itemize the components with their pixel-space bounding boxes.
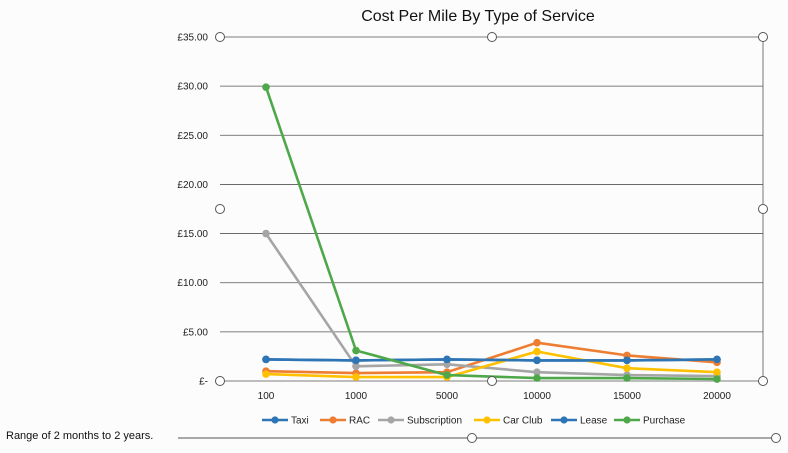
legend-marker xyxy=(387,416,395,424)
data-point-lease xyxy=(352,356,360,365)
legend-marker xyxy=(560,416,568,424)
legend-label: Lease xyxy=(580,416,608,427)
legend-label: Car Club xyxy=(503,416,543,427)
legend-item-taxi: Taxi xyxy=(262,416,309,427)
x-tick-label: 100 xyxy=(258,391,275,402)
range-caption: Range of 2 months to 2 years. xyxy=(6,430,154,442)
range-slider-handle-start[interactable] xyxy=(467,433,477,443)
data-point-subscription xyxy=(352,362,360,371)
data-point-rac xyxy=(533,338,541,347)
series-lines xyxy=(262,83,721,383)
series-rac xyxy=(262,338,721,377)
resize-handle[interactable] xyxy=(215,32,225,42)
series-purchase xyxy=(262,83,721,383)
y-tick-label: £10.00 xyxy=(177,278,208,289)
data-point-subscription xyxy=(262,229,270,238)
data-point-lease xyxy=(533,356,541,365)
legend-item-rac: RAC xyxy=(320,416,370,427)
y-tick-label: £15.00 xyxy=(177,229,208,240)
data-point-car-club xyxy=(533,347,541,356)
grid-lines xyxy=(220,36,764,382)
legend-item-lease: Lease xyxy=(551,416,608,427)
resize-handle[interactable] xyxy=(758,32,768,42)
resize-handle[interactable] xyxy=(758,204,768,214)
data-point-lease xyxy=(623,356,631,365)
series-line-lease xyxy=(265,358,718,362)
y-tick-label: £25.00 xyxy=(177,131,208,142)
x-tick-label: 20000 xyxy=(703,391,731,402)
y-tick-label: £30.00 xyxy=(177,82,208,93)
data-point-purchase xyxy=(713,375,721,383)
legend: Taxi RAC Subscription Car Club Lease Purchase xyxy=(262,416,686,427)
data-point-purchase xyxy=(262,83,270,91)
y-tick-label: £5.00 xyxy=(183,327,208,338)
x-axis-ticks: 100 1000 5000 10000 15000 20000 xyxy=(258,391,732,402)
series-line-subscription xyxy=(264,232,718,378)
data-point-purchase xyxy=(443,371,451,379)
series-lease xyxy=(262,355,721,365)
legend-marker xyxy=(623,416,631,424)
resize-handle[interactable] xyxy=(487,376,497,386)
x-tick-label: 5000 xyxy=(436,391,459,402)
x-tick-label: 1000 xyxy=(345,391,368,402)
data-point-car-club xyxy=(262,370,270,378)
selection-handles[interactable] xyxy=(215,32,768,386)
legend-marker xyxy=(271,416,279,424)
y-tick-label: £35.00 xyxy=(177,33,208,44)
data-point-subscription xyxy=(533,368,541,376)
data-point-purchase xyxy=(623,374,631,382)
y-tick-label: £20.00 xyxy=(177,180,208,191)
legend-item-car-club: Car Club xyxy=(474,416,543,427)
legend-item-purchase: Purchase xyxy=(614,416,686,427)
chart-title: Cost Per Mile By Type of Service xyxy=(361,8,595,25)
resize-handle[interactable] xyxy=(215,376,225,386)
legend-marker xyxy=(483,416,491,424)
data-point-purchase xyxy=(352,346,360,355)
legend-label: Purchase xyxy=(643,416,686,427)
series-line-car-club xyxy=(265,350,718,379)
y-tick-label: £- xyxy=(199,377,208,388)
legend-marker xyxy=(329,416,337,424)
legend-label: Taxi xyxy=(291,416,309,427)
data-point-car-club xyxy=(352,373,360,381)
range-slider-handle-end[interactable] xyxy=(771,433,781,443)
x-tick-label: 15000 xyxy=(613,391,641,402)
legend-label: RAC xyxy=(349,416,370,427)
legend-label: Subscription xyxy=(407,416,462,427)
series-line-rac xyxy=(265,341,718,375)
data-point-lease xyxy=(443,355,451,364)
data-point-lease xyxy=(713,355,721,364)
resize-handle[interactable] xyxy=(487,32,497,42)
resize-handle[interactable] xyxy=(758,376,768,386)
y-axis-ticks: £- £5.00 £10.00 £15.00 £20.00 £25.00 £30.00 £35… xyxy=(177,33,208,388)
resize-handle[interactable] xyxy=(215,204,225,214)
data-point-lease xyxy=(262,355,270,364)
data-point-car-club xyxy=(713,368,721,376)
data-point-purchase xyxy=(533,374,541,382)
x-tick-label: 10000 xyxy=(523,391,551,402)
range-slider[interactable] xyxy=(178,433,781,443)
legend-item-subscription: Subscription xyxy=(378,416,462,427)
data-point-car-club xyxy=(623,364,631,373)
